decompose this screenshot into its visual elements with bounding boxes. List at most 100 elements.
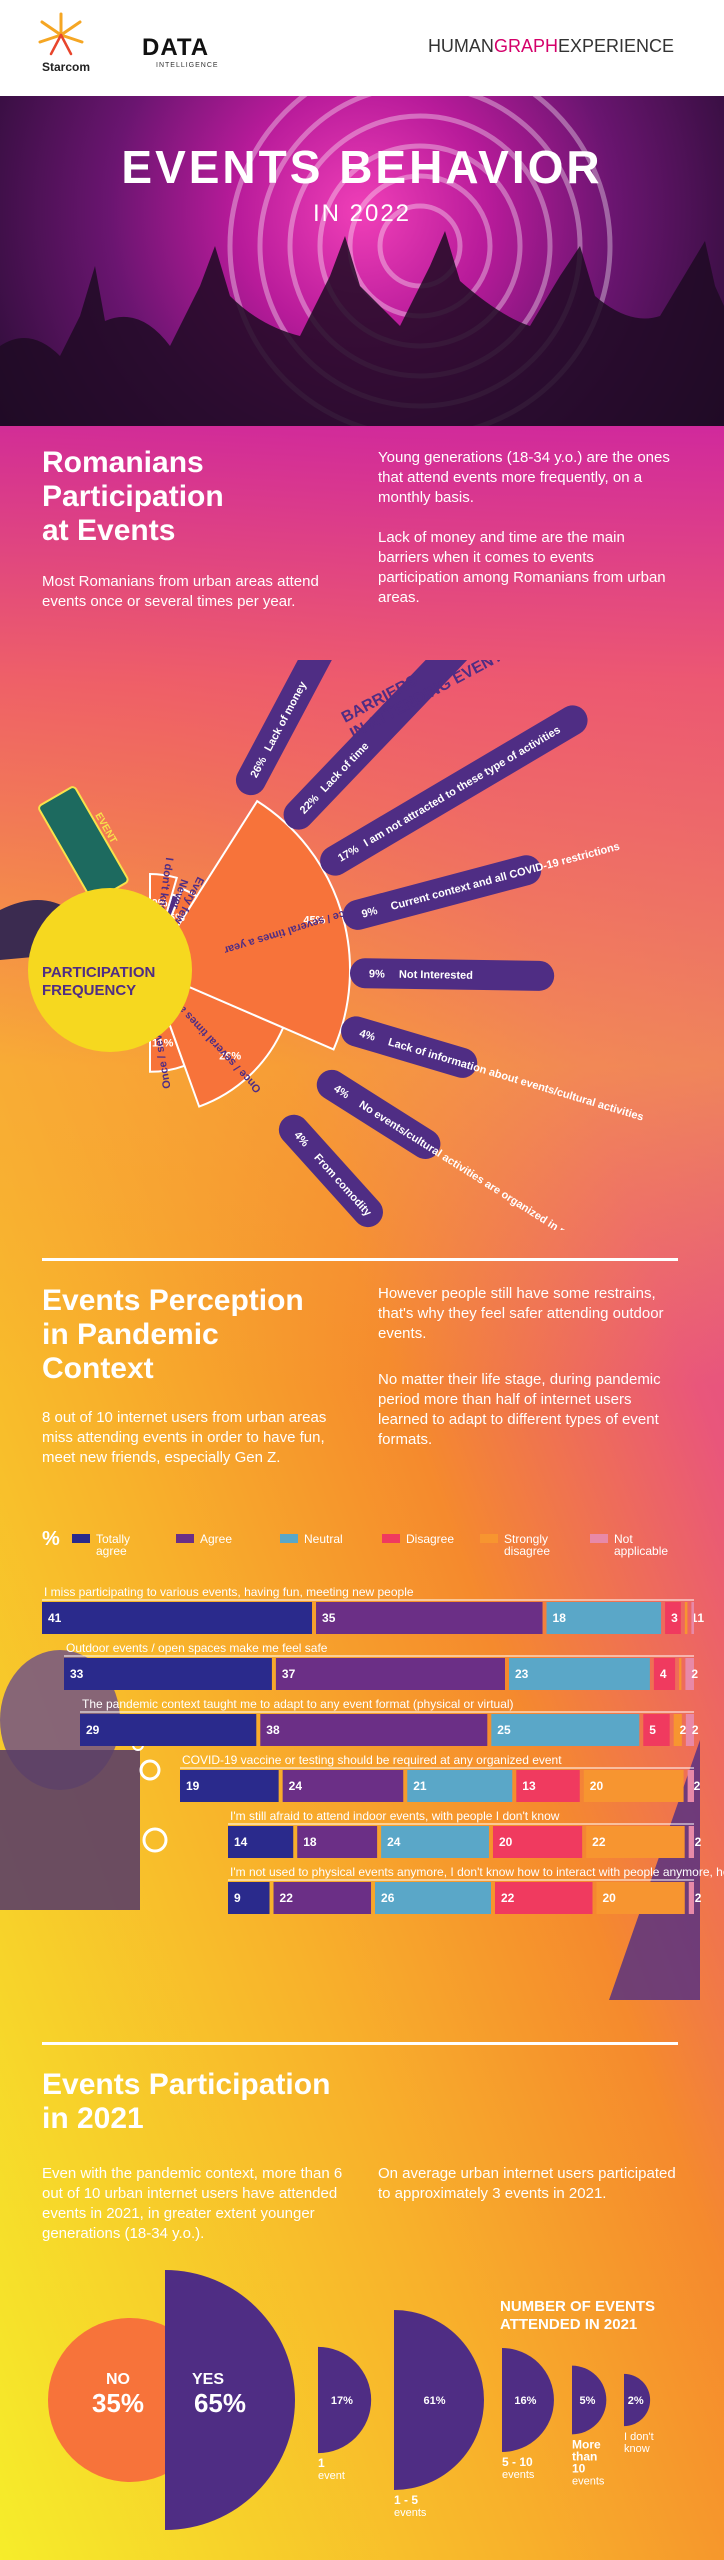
- segment-bar: [492, 1826, 583, 1858]
- legend-label: Not applicable: [614, 1532, 669, 1558]
- no-label: NO: [106, 2371, 130, 2388]
- segment-value: 20: [499, 1835, 513, 1849]
- events-category-label: know: [624, 2443, 650, 2455]
- events-category-label: 1: [318, 2456, 325, 2470]
- events-category-label: 1 - 5: [394, 2493, 418, 2507]
- barrier-label: Not Interested: [399, 969, 473, 982]
- segment-value: 13: [522, 1779, 536, 1793]
- hgx-human: HUMAN: [427, 36, 494, 56]
- segment-bar: [691, 1602, 694, 1634]
- segment-bar: [653, 1658, 676, 1690]
- segment-bar: [228, 1882, 270, 1914]
- events-value: 61%: [423, 2395, 445, 2407]
- participation-slice-value: 26%: [219, 1050, 241, 1062]
- participation-title-line-1: PARTICIPATION: [42, 964, 155, 981]
- data-wordmark: DATA: [142, 34, 210, 61]
- perception-bars-group: I miss participating to various events, …: [42, 1585, 724, 1914]
- segment-bar: [42, 1602, 313, 1634]
- barrier-label: I am not attracted to these type of acti…: [362, 724, 563, 849]
- segment-value: 18: [303, 1835, 317, 1849]
- legend-label: Totally agree: [96, 1532, 131, 1558]
- section1-title: Romanians Participation at Events: [42, 446, 224, 548]
- section3-right-paragraph: On average urban internet users particip…: [378, 2165, 676, 2202]
- barrier-label: Lack of information about events/cultura…: [387, 1036, 645, 1123]
- segment-bar: [685, 1714, 694, 1746]
- segment-value: 2: [691, 1667, 698, 1681]
- barrier-bar: [278, 1114, 383, 1228]
- segment-value: 38: [266, 1723, 280, 1737]
- segment-value: 5: [649, 1723, 656, 1737]
- segment-bar: [180, 1770, 279, 1802]
- hgx-graph: GRAPH: [493, 36, 558, 56]
- statement-label: COVID-19 vaccine or testing should be re…: [182, 1753, 562, 1767]
- segment-value: 26: [381, 1891, 395, 1905]
- statement-label: I'm not used to physical events anymore,…: [230, 1865, 724, 1879]
- participation-center-disc: [28, 888, 192, 1052]
- segment-bar: [297, 1826, 378, 1858]
- barrier-bar: [283, 660, 468, 830]
- segment-value: 33: [70, 1667, 84, 1681]
- statement-label: Outdoor events / open spaces make me fee…: [66, 1641, 328, 1655]
- section1-left-paragraph: Most Romanians from urban areas attend e…: [42, 573, 319, 610]
- barrier-bar: [235, 660, 332, 796]
- section3-left-paragraph: Even with the pandemic context, more tha…: [42, 2165, 343, 2242]
- segment-bar: [679, 1658, 682, 1690]
- segment-value: 23: [515, 1667, 529, 1681]
- legend-label: Strongly disagree: [504, 1532, 551, 1558]
- segment-bar: [275, 1658, 505, 1690]
- events-attended-title: NUMBER OF EVENTS ATTENDED IN 2021: [500, 2298, 656, 2333]
- legend-swatch: [176, 1534, 194, 1543]
- humangraph-logo: HUMANGRAPHEXPERIENCE: [428, 36, 674, 57]
- events-category-label: than: [572, 2449, 597, 2463]
- segment-bar: [684, 1602, 688, 1634]
- no-percent: 35%: [92, 2388, 144, 2418]
- segment-value: 18: [553, 1611, 567, 1625]
- segment-value: 25: [497, 1723, 511, 1737]
- segment-value: 9: [234, 1891, 241, 1905]
- section3-title: Events Participation in 2021: [42, 2068, 330, 2136]
- segment-value: 3: [671, 1611, 678, 1625]
- yes-percent: 65%: [194, 2388, 246, 2418]
- section3-title-line-1: Events Participation: [42, 2068, 331, 2101]
- segment-value: 22: [592, 1835, 606, 1849]
- segment-bar: [688, 1826, 694, 1858]
- segment-bar: [375, 1882, 491, 1914]
- events-semicircle: [394, 2310, 484, 2490]
- events-semicircle: [502, 2348, 554, 2452]
- section1-right-paragraph-2: Lack of money and time are the main barr…: [378, 529, 666, 606]
- barrier-bar: [342, 855, 542, 930]
- section1-title-line-2: Participation: [42, 480, 224, 513]
- events-value: 5%: [579, 2395, 595, 2407]
- barrier-value: 9%: [360, 905, 379, 921]
- events-value: 16%: [514, 2395, 536, 2407]
- barrier-bar: [320, 705, 588, 876]
- segment-bar: [596, 1882, 685, 1914]
- segment-value: 19: [186, 1779, 200, 1793]
- section2-title-line-3: Context: [42, 1352, 154, 1385]
- events-semicircle: [572, 2365, 607, 2435]
- section2-title: Events Perception in Pandemic Context: [42, 1284, 304, 1386]
- section2-right-paragraph-2: No matter their life stage, during pande…: [378, 1371, 661, 1448]
- legend-swatch: [382, 1534, 400, 1543]
- segment-bar: [673, 1714, 682, 1746]
- participation-slice: [148, 799, 351, 1051]
- yes-label: YES: [192, 2371, 224, 2388]
- segment-value: 22: [280, 1891, 294, 1905]
- segment-value: 41: [48, 1611, 62, 1625]
- segment-bar: [685, 1658, 694, 1690]
- segment-bar: [688, 1882, 694, 1914]
- segment-value: 21: [413, 1779, 427, 1793]
- barrier-value: 9%: [369, 968, 385, 980]
- barrier-label: No events/cultural activities are organi…: [357, 1099, 612, 1230]
- section2-title-line-1: Events Perception: [42, 1284, 304, 1317]
- events-value: 17%: [331, 2395, 353, 2407]
- participation-slice-value: 45%: [303, 914, 325, 926]
- segment-bar: [665, 1602, 681, 1634]
- events-category-label: 5 - 10: [502, 2455, 533, 2469]
- events-category-label: events: [572, 2475, 605, 2487]
- section2-title-line-2: in Pandemic: [42, 1318, 219, 1351]
- segment-value: 24: [387, 1835, 401, 1849]
- segment-bar: [273, 1882, 372, 1914]
